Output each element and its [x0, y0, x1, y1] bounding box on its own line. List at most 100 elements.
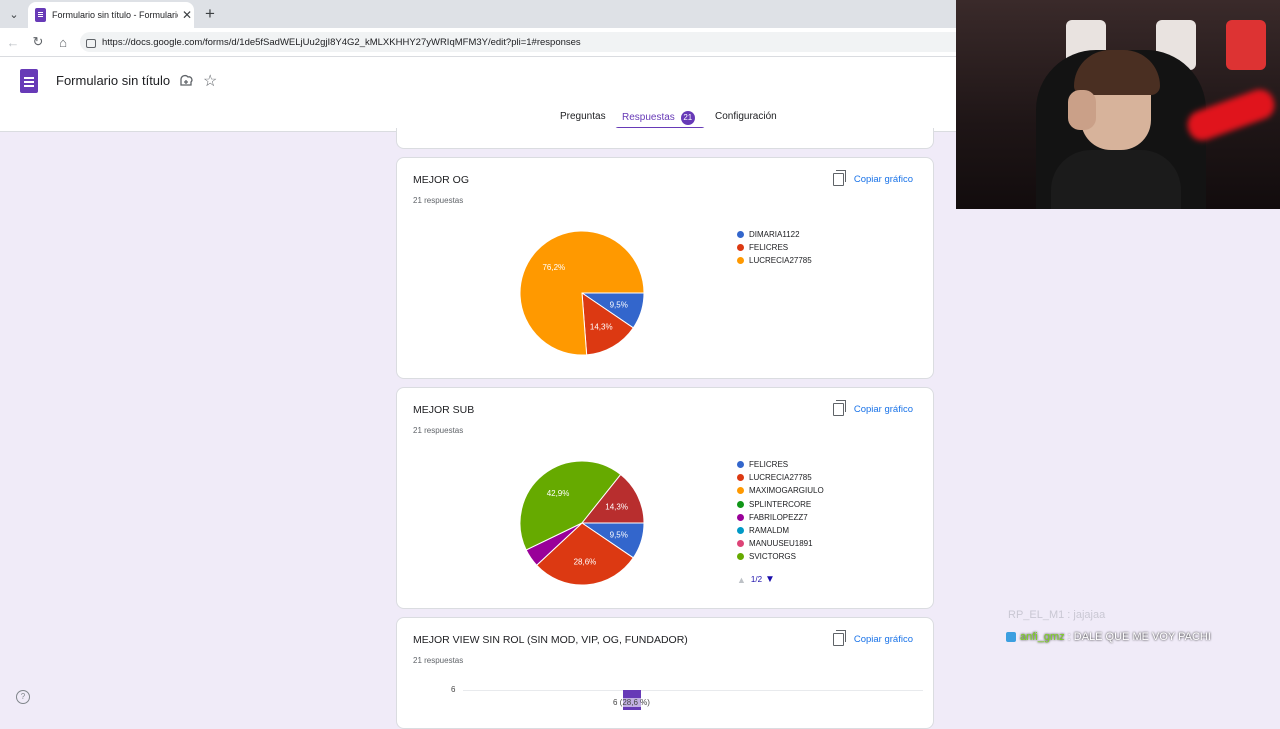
legend-label: LUCRECIA27785 — [749, 473, 812, 483]
legend-label: DIMARIA1122 — [749, 230, 800, 240]
legend-dot — [737, 257, 744, 265]
tab-title: Formulario sin título - Formularios — [52, 10, 178, 20]
pie-slice-label: 9,5% — [610, 300, 628, 309]
pie-chart-mejor-sub: 9,5% 28,6% 42,9% 14,3% — [519, 460, 645, 586]
forms-logo-icon[interactable] — [20, 69, 38, 93]
new-tab-icon[interactable]: + — [205, 4, 215, 23]
browser-toolbar: ← ↻ ⌂ https://docs.google.com/forms/d/1d… — [0, 28, 956, 57]
legend-item: RAMALDM — [737, 524, 824, 537]
chat-message: RP_EL_M1 : jajajaa — [1008, 609, 1106, 621]
previous-card-bottom — [396, 128, 934, 149]
copy-chart-button[interactable]: Copiar gráfico — [832, 630, 913, 646]
legend-dot — [737, 244, 744, 252]
forms-favicon-icon — [35, 8, 46, 22]
form-title[interactable]: Formulario sin título — [56, 73, 171, 88]
copy-chart-label: Copiar gráfico — [853, 634, 913, 645]
tab-configuracion[interactable]: Configuración — [715, 111, 777, 122]
legend-dot — [737, 500, 744, 508]
legend-dot — [737, 513, 744, 521]
legend-item: SPLINTERCORE — [737, 498, 824, 511]
pie-slice-label: 14,3% — [605, 502, 628, 511]
response-card-mejor-og: MEJOR OG 21 respuestas Copiar gráfico 9,… — [396, 157, 934, 379]
home-icon[interactable]: ⌂ — [59, 34, 67, 50]
response-count: 21 respuestas — [413, 656, 464, 665]
chart-legend: FELICRES LUCRECIA27785 MAXIMOGARGIULO SP… — [737, 458, 824, 564]
legend-label: SPLINTERCORE — [749, 499, 812, 509]
help-icon[interactable]: ? — [16, 690, 30, 704]
legend-item: SVICTORGS — [737, 550, 824, 563]
copy-chart-label: Copiar gráfico — [853, 404, 913, 415]
form-tabs: Preguntas Respuestas 21 Configuración — [0, 103, 956, 131]
copy-icon — [832, 400, 846, 416]
legend-dot — [737, 487, 744, 495]
legend-label: FELICRES — [749, 460, 789, 470]
legend-label: MAXIMOGARGIULO — [749, 486, 824, 496]
legend-dot — [737, 553, 744, 561]
legend-label: LUCRECIA27785 — [749, 256, 812, 266]
legend-dot — [737, 527, 744, 535]
legend-item: MAXIMOGARGIULO — [737, 484, 824, 497]
legend-pager: ▲ 1/2 ▼ — [737, 574, 775, 585]
response-count: 21 respuestas — [413, 426, 464, 435]
pager-next-icon[interactable]: ▼ — [765, 574, 775, 585]
pager-prev-icon[interactable]: ▲ — [737, 574, 746, 585]
legend-dot — [737, 474, 744, 482]
person-hair — [1074, 50, 1160, 95]
reload-icon[interactable]: ↻ — [32, 34, 44, 49]
copy-icon — [832, 630, 846, 646]
pie-slice-label: 9,5% — [610, 530, 628, 539]
legend-item: FELICRES — [737, 458, 824, 471]
person-body — [1051, 150, 1181, 209]
move-to-folder-icon[interactable] — [178, 73, 194, 89]
chat-badge-icon — [1006, 632, 1016, 642]
close-icon[interactable]: ✕ — [182, 8, 193, 22]
chat-message: anfi_gmz : DALE QUE ME VOY PACHI — [1006, 631, 1211, 643]
legend-item: FELICRES — [737, 241, 812, 254]
tab-respuestas-label: Respuestas — [622, 112, 675, 123]
copy-icon — [832, 170, 846, 186]
tab-search-icon[interactable]: ⌄ — [9, 8, 19, 21]
copy-chart-button[interactable]: Copiar gráfico — [832, 170, 913, 186]
pie-slice-label: 76,2% — [542, 263, 565, 272]
url-text: https://docs.google.com/forms/d/1de5fSad… — [102, 36, 581, 48]
legend-label: SVICTORGS — [749, 552, 796, 562]
forms-header: Formulario sin título ☆ Preguntas Respue… — [0, 57, 956, 132]
response-card-mejor-view: MEJOR VIEW SIN ROL (SIN MOD, VIP, OG, FU… — [396, 617, 934, 729]
pie-slice-label: 14,3% — [590, 322, 613, 331]
pie-slice[interactable] — [535, 522, 634, 586]
question-title: MEJOR OG — [413, 174, 470, 186]
legend-item: DIMARIA1122 — [737, 228, 812, 241]
question-title: MEJOR SUB — [413, 404, 475, 416]
lock-icon — [86, 38, 96, 48]
pie-slice[interactable] — [581, 292, 634, 356]
legend-label: FELICRES — [749, 243, 789, 253]
tab-strip: ⌄ Formulario sin título - Formularios ✕ … — [0, 0, 956, 28]
star-icon[interactable]: ☆ — [203, 73, 218, 90]
bar-value-label: 6 (28,6 %) — [613, 698, 650, 707]
tab-respuestas[interactable]: Respuestas 21 — [622, 111, 695, 125]
pie-chart-mejor-og: 9,5% 14,3% 76,2% — [519, 230, 645, 356]
response-count: 21 respuestas — [413, 196, 464, 205]
gridline — [463, 690, 923, 691]
pie-slice[interactable] — [519, 460, 622, 551]
browser-tab[interactable]: Formulario sin título - Formularios ✕ — [28, 2, 194, 28]
legend-item: LUCRECIA27785 — [737, 254, 812, 267]
legend-item: FABRILOPEZZ7 — [737, 511, 824, 524]
response-card-mejor-sub: MEJOR SUB 21 respuestas Copiar gráfico 9… — [396, 387, 934, 609]
pie-slice[interactable] — [519, 230, 645, 356]
pager-label: 1/2 — [750, 575, 763, 584]
legend-dot — [737, 540, 744, 548]
back-icon[interactable]: ← — [6, 34, 20, 50]
address-bar[interactable]: https://docs.google.com/forms/d/1de5fSad… — [80, 32, 956, 52]
legend-dot — [737, 461, 744, 469]
axis-tick-label: 6 — [451, 685, 456, 694]
tab-preguntas[interactable]: Preguntas — [560, 111, 606, 122]
question-title: MEJOR VIEW SIN ROL (SIN MOD, VIP, OG, FU… — [413, 634, 688, 646]
copy-chart-button[interactable]: Copiar gráfico — [832, 400, 913, 416]
responses-count-badge: 21 — [680, 111, 695, 125]
pie-slice[interactable] — [580, 473, 645, 524]
jersey-decoration — [1226, 20, 1266, 70]
legend-label: MANUUSEU1891 — [749, 539, 813, 549]
legend-dot — [737, 231, 744, 239]
chat-username: anfi_gmz — [1020, 631, 1065, 643]
